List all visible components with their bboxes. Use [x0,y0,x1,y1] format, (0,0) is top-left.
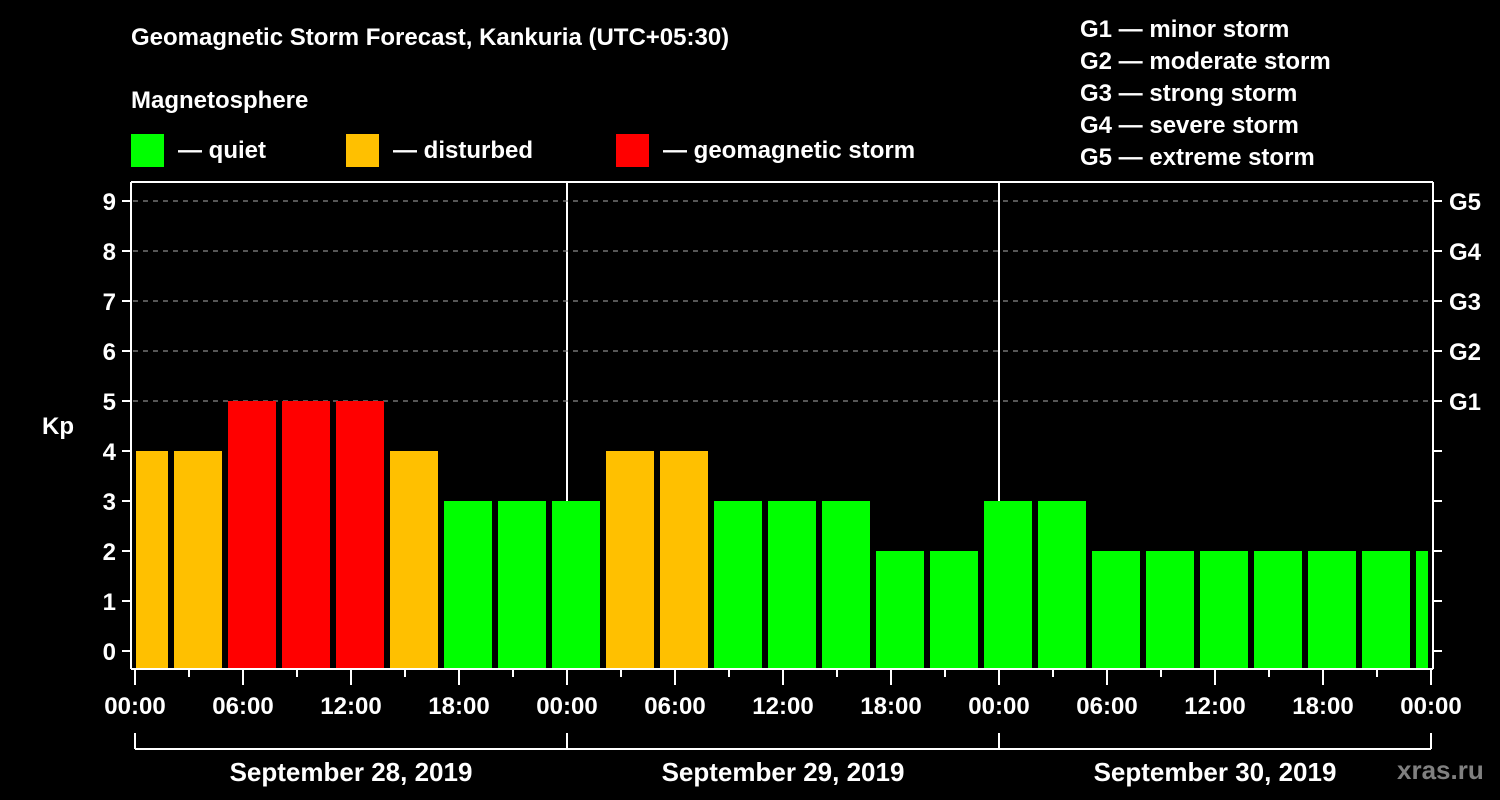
kp-bar [498,501,546,668]
kp-bar [336,401,384,668]
kp-bar [1416,551,1428,668]
kp-bar [984,501,1032,668]
kp-bar [930,551,978,668]
kp-bar [444,501,492,668]
kp-bar [1092,551,1140,668]
legend-disturbed-label: — disturbed [393,136,534,164]
date-label: September 30, 2019 [1094,757,1337,787]
y-tick-label: 5 [103,389,116,416]
disturbed-swatch-icon [346,134,379,167]
x-tick-label: 06:00 [1076,693,1137,720]
x-tick-label: 18:00 [428,693,489,720]
legend-disturbed: — disturbed [346,134,533,167]
y-tick-label: 9 [103,189,116,216]
g1-legend-item: G1 — minor storm [1080,16,1290,43]
kp-bar [1146,551,1194,668]
g2-legend-item: G2 — moderate storm [1080,48,1331,75]
kp-bar [1362,551,1410,668]
kp-bar [1038,501,1086,668]
g-scale-label: G4 [1449,239,1482,266]
g-scale-label: G2 [1449,339,1481,366]
legend-subtitle: Magnetosphere [131,87,309,114]
kp-bar [228,401,276,668]
g-scale-legend: G1 — minor storm G2 — moderate storm G3 … [1080,14,1331,174]
kp-bar [174,451,222,668]
kp-bar [282,401,330,668]
kp-bar [390,451,438,668]
legend-quiet-label: — quiet [178,136,266,164]
y-tick-label: 8 [103,239,116,266]
legend-quiet: — quiet [131,134,266,167]
y-tick-label: 3 [103,489,116,516]
chart-title: Geomagnetic Storm Forecast, Kankuria (UT… [131,24,730,51]
g-scale-label: G1 [1449,389,1481,416]
legend-storm-label: — geomagnetic storm [663,136,916,164]
date-label: September 29, 2019 [662,757,905,787]
x-tick-label: 00:00 [536,693,597,720]
g-scale-label: G5 [1449,189,1481,216]
y-tick-label: 7 [103,289,116,316]
x-tick-label: 00:00 [104,693,165,720]
y-tick-label: 0 [103,639,116,666]
x-tick-label: 06:00 [644,693,705,720]
legend-storm: — geomagnetic storm [616,134,915,167]
kp-bar [136,451,168,668]
storm-swatch-icon [616,134,649,167]
kp-bar [822,501,870,668]
quiet-swatch-icon [131,134,164,167]
g-scale-label: G3 [1449,289,1481,316]
x-tick-label: 12:00 [320,693,381,720]
y-axis-label: Kp [42,413,74,440]
kp-bar [552,501,600,668]
x-tick-label: 00:00 [968,693,1029,720]
kp-bar [660,451,708,668]
y-tick-label: 2 [103,539,116,566]
kp-bar [606,451,654,668]
y-tick-label: 6 [103,339,116,366]
x-tick-label: 12:00 [752,693,813,720]
y-tick-label: 4 [103,439,117,466]
y-tick-label: 1 [103,589,116,616]
x-tick-label: 18:00 [860,693,921,720]
kp-bar [1254,551,1302,668]
date-label: September 28, 2019 [230,757,473,787]
kp-bar [1200,551,1248,668]
g3-legend-item: G3 — strong storm [1080,80,1298,107]
x-tick-label: 18:00 [1292,693,1353,720]
kp-bar [714,501,762,668]
g4-legend-item: G4 — severe storm [1080,112,1299,139]
kp-bar [876,551,924,668]
watermark: xras.ru [1397,755,1484,785]
x-tick-label: 12:00 [1184,693,1245,720]
kp-bar [768,501,816,668]
g5-legend-item: G5 — extreme storm [1080,144,1315,171]
kp-bar [1308,551,1356,668]
x-tick-label: 00:00 [1400,693,1461,720]
x-tick-label: 06:00 [212,693,273,720]
